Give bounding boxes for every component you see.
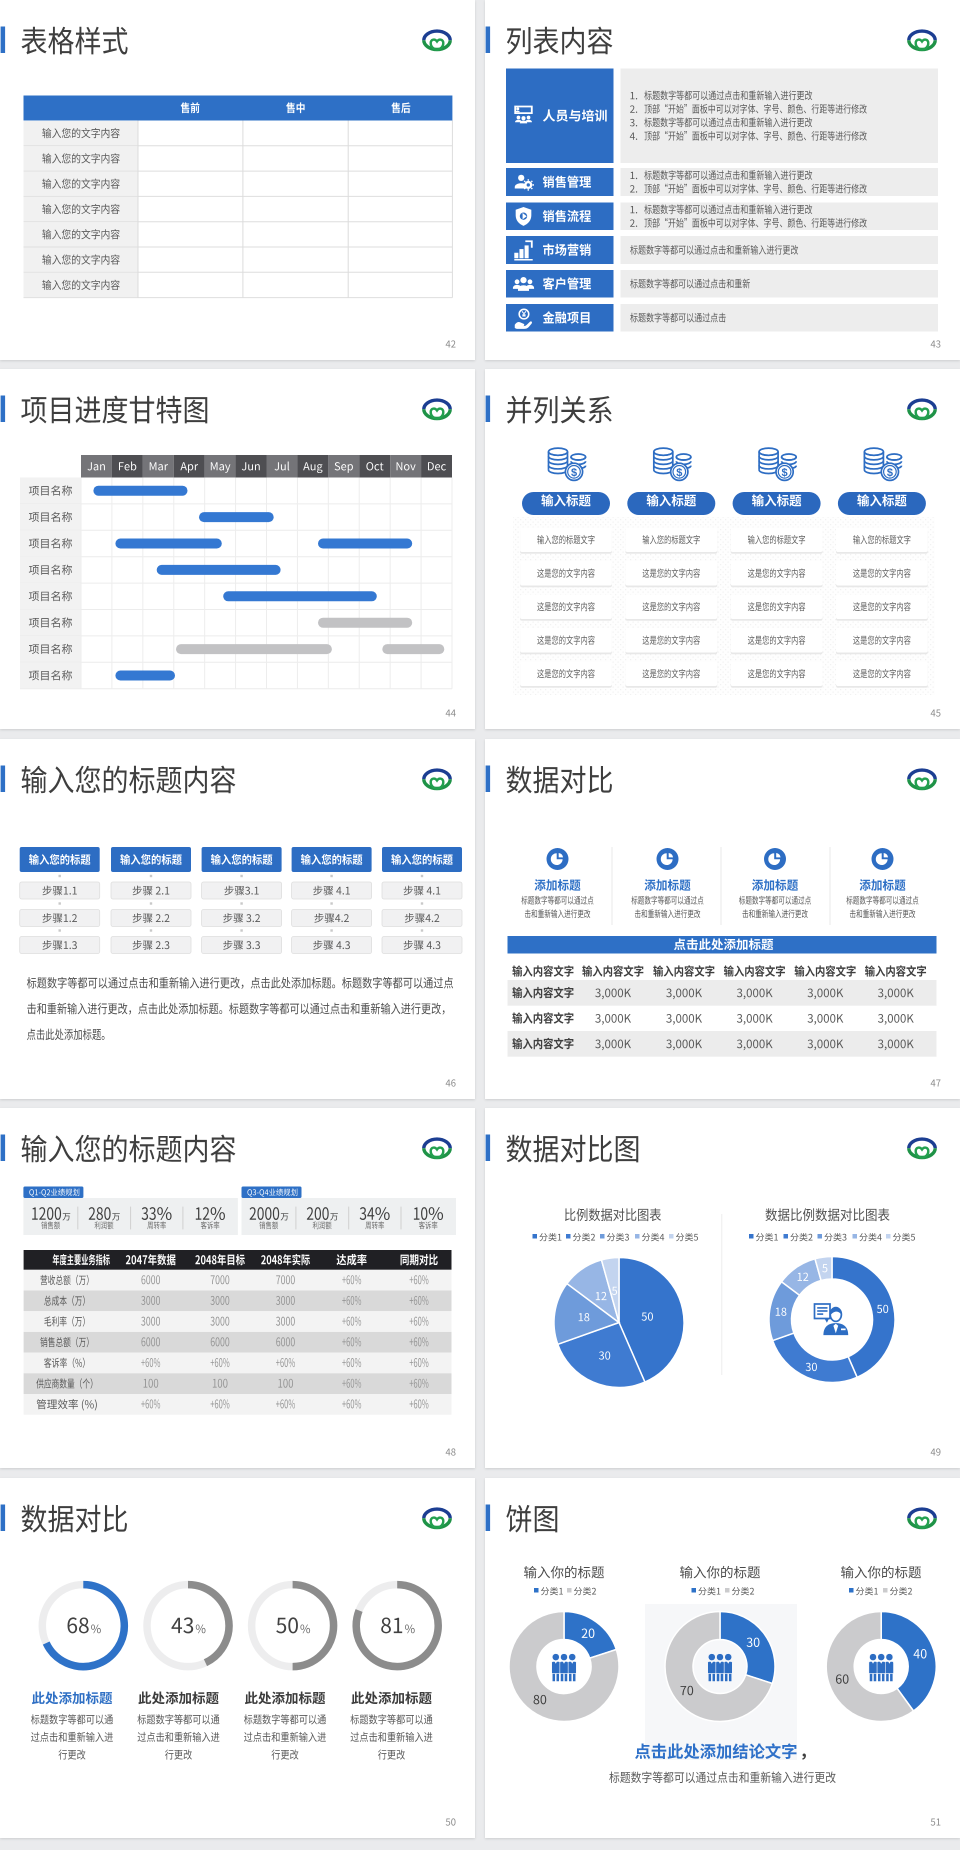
svg-text:$: $: [571, 467, 577, 479]
svg-text:$: $: [782, 467, 788, 479]
svg-text:$: $: [676, 467, 682, 479]
svg-text:$: $: [887, 467, 893, 479]
